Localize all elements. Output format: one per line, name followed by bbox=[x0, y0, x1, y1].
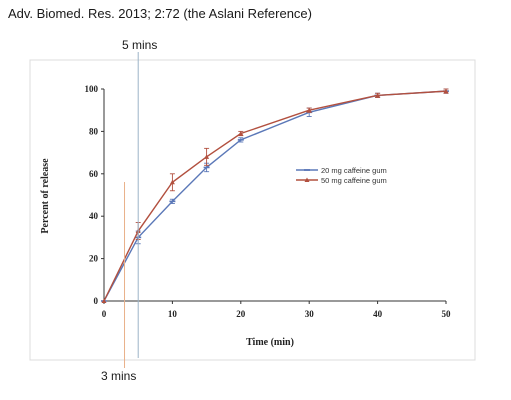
chart-axes: 0 10 20 30 40 50 0 20 40 60 80 100 bbox=[85, 84, 452, 319]
legend-label-1: 20 mg caffeine gum bbox=[321, 166, 387, 175]
y-tick-label: 40 bbox=[89, 211, 99, 221]
annotation-bottom-label: 3 mins bbox=[101, 369, 137, 383]
x-tick-label: 50 bbox=[442, 309, 452, 319]
series-line-1 bbox=[103, 90, 447, 302]
y-tick-label: 60 bbox=[89, 169, 99, 179]
citation-text: Adv. Biomed. Res. 2013; 2:72 (the Aslani… bbox=[8, 6, 312, 21]
y-tick-label: 20 bbox=[89, 254, 99, 264]
chart-frame bbox=[29, 59, 476, 361]
x-tick-label: 20 bbox=[236, 309, 246, 319]
x-axis-label: Time (min) bbox=[246, 337, 294, 348]
data-point bbox=[169, 179, 175, 185]
x-tick-label: 40 bbox=[373, 309, 383, 319]
data-point bbox=[101, 298, 107, 303]
data-point bbox=[204, 154, 210, 159]
y-tick-label: 80 bbox=[89, 126, 99, 136]
x-tick-label: 30 bbox=[305, 309, 315, 319]
data-point bbox=[238, 131, 244, 136]
annotation-top-label: 5 mins bbox=[122, 38, 158, 52]
legend-marker-2 bbox=[304, 177, 310, 182]
legend-label-2: 50 mg caffeine gum bbox=[321, 176, 387, 185]
x-tick-label: 10 bbox=[168, 309, 178, 319]
data-point bbox=[306, 107, 312, 113]
chart-annotations bbox=[124, 52, 139, 368]
x-tick-label: 0 bbox=[102, 309, 107, 319]
chart-series bbox=[101, 88, 449, 303]
data-point bbox=[375, 92, 381, 98]
y-tick-label: 0 bbox=[94, 296, 99, 306]
data-point bbox=[443, 88, 449, 94]
y-axis-label: Percent of release bbox=[40, 158, 51, 234]
series-line-2 bbox=[103, 90, 447, 302]
y-tick-label: 100 bbox=[85, 84, 99, 94]
